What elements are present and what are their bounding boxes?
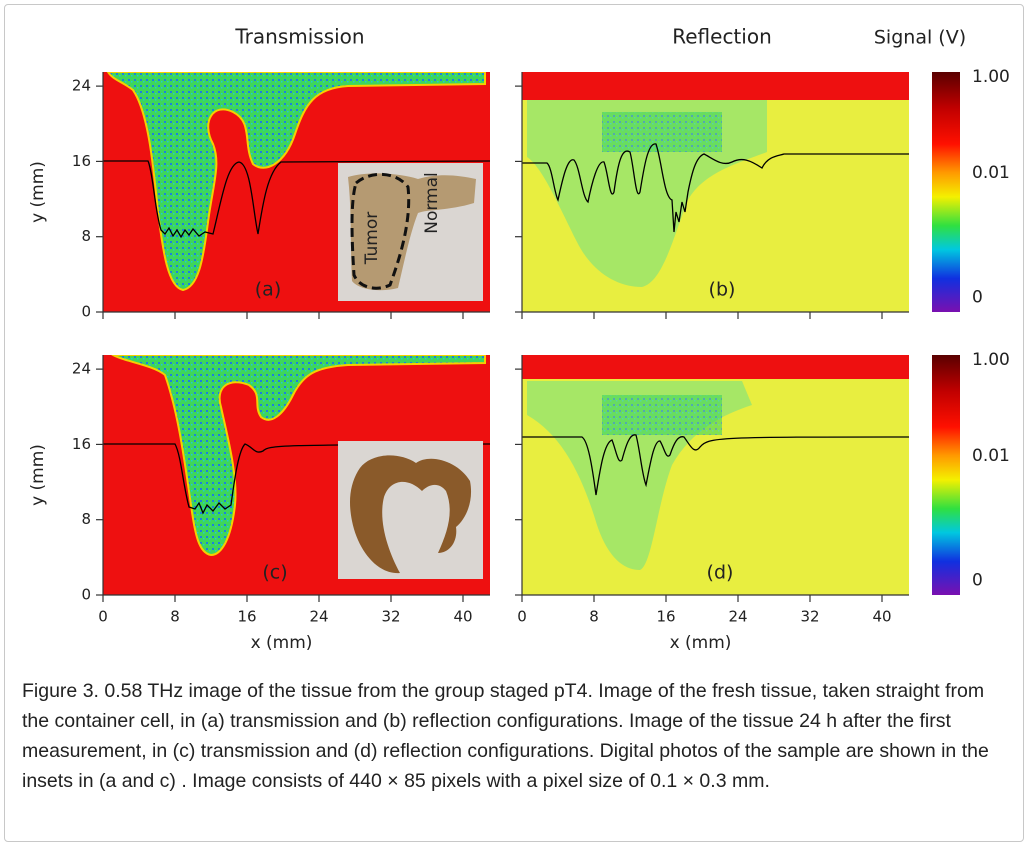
y-tick-label: 8 <box>81 227 91 245</box>
x-tick-label: 40 <box>453 608 472 626</box>
colorbar-tick-label: 0.01 <box>972 163 1010 183</box>
figure-caption: Figure 3. 0.58 THz image of the tissue f… <box>22 676 1007 796</box>
colorbar-title: Signal (V) <box>874 27 966 49</box>
x-tick-label: 16 <box>237 608 256 626</box>
inset-label: Normal <box>422 172 442 234</box>
panel-label: (c) <box>262 562 287 584</box>
x-tick-label: 8 <box>170 608 180 626</box>
x-axis-label: x (mm) <box>251 633 313 653</box>
column-title: Transmission <box>234 25 364 49</box>
photo-inset <box>338 441 483 579</box>
x-tick-label: 24 <box>728 608 747 626</box>
colorbar-tick-label: 1.00 <box>972 350 1010 370</box>
figure: Tumor Normal 0 8 16 24 y (mm) Transmission (a) Re… <box>0 0 1030 670</box>
x-tick-label: 16 <box>656 608 675 626</box>
y-tick-label: 0 <box>81 303 91 321</box>
photo-inset: Tumor Normal <box>338 163 483 301</box>
colorbar-tick-label: 1.00 <box>972 67 1010 87</box>
tissue-spots <box>602 395 722 435</box>
heatmap-image <box>103 355 490 595</box>
y-tick-label: 16 <box>72 152 91 170</box>
colorbar <box>932 72 960 312</box>
heatmap-image <box>522 72 909 312</box>
x-tick-label: 24 <box>309 608 328 626</box>
column-title: Reflection <box>672 25 772 49</box>
surface-band <box>522 355 909 379</box>
x-tick-label: 32 <box>800 608 819 626</box>
x-tick-label: 0 <box>517 608 527 626</box>
heatmap-image <box>522 355 909 595</box>
colorbar-tick-label: 0 <box>972 571 983 591</box>
colorbar-tick-label: 0 <box>972 288 983 308</box>
y-tick-label: 24 <box>72 360 91 378</box>
y-axis-label: y (mm) <box>28 161 48 223</box>
x-tick-label: 0 <box>98 608 108 626</box>
colorbar <box>932 355 960 595</box>
colorbar-tick-label: 0.01 <box>972 446 1010 466</box>
x-axis-label: x (mm) <box>670 633 732 653</box>
x-tick-label: 40 <box>872 608 891 626</box>
y-axis-label: y (mm) <box>28 444 48 506</box>
surface-band <box>522 72 909 100</box>
y-tick-label: 24 <box>72 77 91 95</box>
inset-label: Tumor <box>362 212 382 266</box>
panel-label: (b) <box>709 279 736 301</box>
panel-label: (a) <box>255 279 281 301</box>
page: Tumor Normal 0 8 16 24 y (mm) Transmission (a) Re… <box>0 0 1030 848</box>
heatmap-image: Tumor Normal <box>103 72 490 312</box>
x-tick-label: 8 <box>589 608 599 626</box>
y-tick-label: 16 <box>72 435 91 453</box>
y-tick-label: 8 <box>81 510 91 528</box>
x-tick-label: 32 <box>381 608 400 626</box>
panel-label: (d) <box>707 562 734 584</box>
y-tick-label: 0 <box>81 586 91 604</box>
tissue-spots <box>602 112 722 152</box>
